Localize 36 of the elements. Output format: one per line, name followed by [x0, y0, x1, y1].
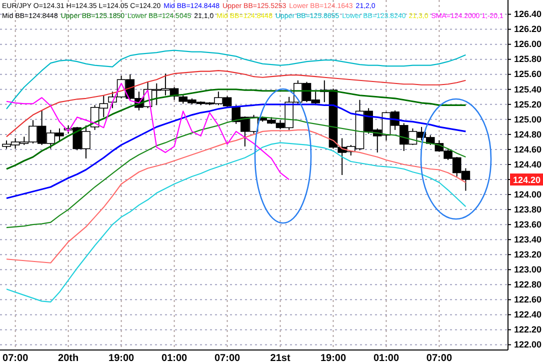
y-tick-label: 124.60 — [514, 144, 542, 154]
y-tick-label: 123.80 — [514, 204, 542, 214]
line-series — [6, 129, 466, 264]
y-tick-label: 125.80 — [514, 54, 542, 64]
y-tick-label: 125.20 — [514, 99, 542, 110]
y-tick-label: 122.40 — [514, 310, 542, 320]
y-tick-label: 125.60 — [514, 69, 542, 80]
x-tick-label: 07:00 — [214, 353, 240, 364]
x-tick-label: 07:00 — [2, 353, 29, 364]
x-tick-label: 19:00 — [108, 353, 135, 364]
y-tick-label: 126.20 — [514, 24, 542, 34]
y-tick-label: 125.40 — [514, 84, 542, 94]
y-tick-label: 122.20 — [514, 324, 542, 335]
line-series — [6, 142, 466, 302]
line-series — [6, 70, 466, 138]
x-tick-label: 07:00 — [426, 353, 452, 364]
y-tick-label: 126.00 — [514, 39, 542, 50]
y-tick-label: 122.60 — [514, 294, 542, 305]
x-tick-label: 20th — [58, 353, 79, 364]
y-tick-label: 122.80 — [514, 280, 542, 290]
y-tick-label: 124.80 — [514, 129, 542, 140]
y-tick-label: 123.00 — [514, 264, 542, 275]
y-tick-label: 123.60 — [514, 219, 542, 230]
text: 124.20 — [513, 175, 541, 186]
y-tick-label: 122.00 — [514, 340, 542, 350]
x-tick-label: 21st — [270, 353, 291, 364]
x-tick-label: 19:00 — [320, 353, 346, 364]
y-tick-label: 124.40 — [514, 159, 542, 170]
x-tick-label: 01:00 — [161, 353, 188, 364]
x-tick-label: 01:00 — [373, 353, 400, 364]
y-tick-label: 125.00 — [514, 114, 542, 124]
y-tick-label: 124.00 — [514, 189, 542, 200]
y-tick-label: 126.40 — [514, 9, 542, 20]
y-tick-label: 123.40 — [514, 234, 542, 244]
y-tick-label: 123.20 — [514, 249, 542, 260]
line-series — [6, 50, 466, 110]
